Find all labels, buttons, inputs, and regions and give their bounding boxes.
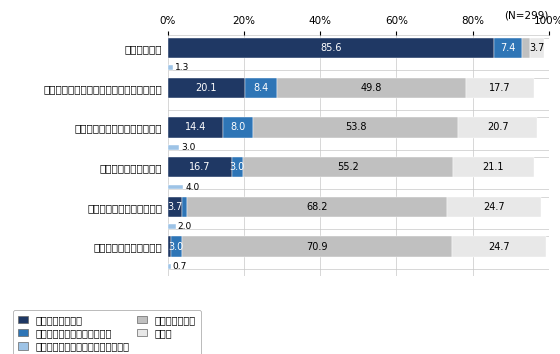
Bar [168, 197, 182, 217]
Text: 20.1: 20.1 [195, 83, 217, 93]
Text: 24.7: 24.7 [488, 241, 510, 252]
Bar [168, 117, 223, 138]
Bar [182, 197, 187, 217]
Text: 4.0: 4.0 [185, 183, 199, 192]
Bar [245, 78, 277, 98]
Text: 70.9: 70.9 [306, 241, 328, 252]
Bar [277, 78, 466, 98]
Text: 49.8: 49.8 [361, 83, 382, 93]
Bar [168, 157, 232, 177]
Text: (N=299): (N=299) [505, 11, 549, 21]
Text: 1.3: 1.3 [175, 63, 189, 72]
Text: 2.0: 2.0 [178, 222, 192, 231]
Bar [168, 184, 183, 189]
Text: 7.4: 7.4 [501, 43, 516, 53]
Bar [466, 78, 534, 98]
Bar [168, 224, 176, 229]
Bar [182, 236, 452, 257]
Text: 3.7: 3.7 [529, 43, 544, 53]
Bar [168, 264, 171, 269]
Text: 85.6: 85.6 [320, 43, 342, 53]
Bar [452, 236, 546, 257]
Text: 3.7: 3.7 [167, 202, 183, 212]
Bar [171, 236, 182, 257]
Bar [223, 117, 253, 138]
Text: 3.0: 3.0 [230, 162, 245, 172]
Text: 3.0: 3.0 [169, 241, 184, 252]
Text: 55.2: 55.2 [337, 162, 359, 172]
Text: 0.7: 0.7 [172, 262, 187, 271]
Bar [168, 65, 173, 70]
Text: 14.4: 14.4 [185, 122, 206, 132]
Bar [458, 117, 537, 138]
Text: 24.7: 24.7 [483, 202, 505, 212]
Bar [447, 197, 541, 217]
Legend: 対象者全てに適用, メニューの中から選択できる, ある基準に達したものが利用できる, 実施していない, 無回答: 対象者全てに適用, メニューの中から選択できる, ある基準に達したものが利用でき… [13, 310, 200, 354]
Text: 21.1: 21.1 [483, 162, 504, 172]
Bar [453, 157, 534, 177]
Bar [232, 157, 243, 177]
Bar [494, 38, 522, 58]
Text: 17.7: 17.7 [489, 83, 511, 93]
Text: 16.7: 16.7 [189, 162, 211, 172]
Bar [243, 157, 453, 177]
Text: 20.7: 20.7 [487, 122, 508, 132]
Bar [168, 38, 494, 58]
Text: 8.4: 8.4 [253, 83, 268, 93]
Bar [530, 38, 544, 58]
Text: 3.0: 3.0 [181, 143, 195, 152]
Bar [522, 38, 530, 58]
Text: 8.0: 8.0 [231, 122, 246, 132]
Bar [253, 117, 458, 138]
Text: 68.2: 68.2 [306, 202, 328, 212]
Bar [168, 145, 179, 150]
Bar [187, 197, 447, 217]
Text: 53.8: 53.8 [345, 122, 366, 132]
Bar [168, 236, 171, 257]
Bar [168, 78, 245, 98]
